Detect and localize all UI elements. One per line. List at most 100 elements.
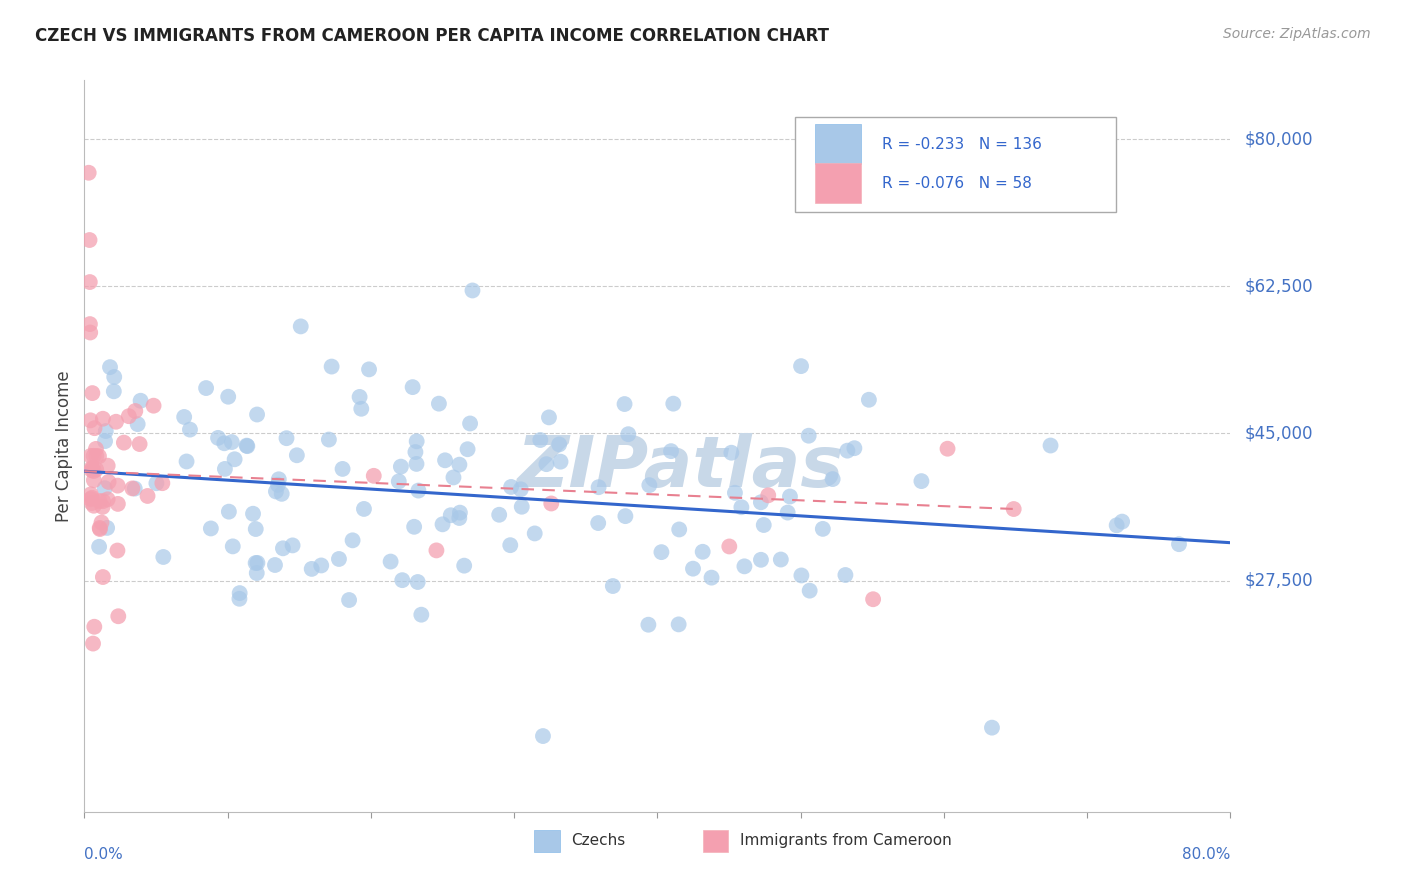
- Point: [342, 533, 364, 548]
- Point: [404, 520, 426, 534]
- Point: [550, 455, 572, 469]
- Point: [79, 326, 101, 340]
- Point: [136, 489, 159, 503]
- Point: [176, 454, 198, 468]
- Point: [83, 620, 105, 634]
- Point: [529, 433, 551, 447]
- Point: [129, 393, 152, 408]
- Point: [458, 417, 481, 431]
- Point: [112, 435, 135, 450]
- Point: [588, 480, 610, 494]
- Point: [142, 399, 165, 413]
- Point: [107, 609, 129, 624]
- Point: [79, 233, 101, 247]
- Bar: [815, 124, 862, 164]
- Point: [86, 449, 108, 463]
- Point: [692, 545, 714, 559]
- Point: [349, 390, 371, 404]
- Point: [107, 478, 129, 492]
- Point: [401, 380, 423, 394]
- Point: [790, 568, 813, 582]
- Point: [264, 558, 287, 572]
- Point: [103, 384, 125, 399]
- Point: [242, 507, 264, 521]
- Point: [82, 386, 104, 401]
- Point: [834, 568, 856, 582]
- Point: [432, 517, 454, 532]
- Bar: [815, 163, 862, 203]
- Text: Czechs: Czechs: [571, 833, 626, 847]
- Point: [531, 729, 554, 743]
- Point: [602, 579, 624, 593]
- Point: [799, 583, 821, 598]
- Point: [668, 617, 690, 632]
- Point: [270, 487, 292, 501]
- Point: [224, 452, 246, 467]
- Point: [405, 434, 427, 449]
- Point: [1105, 518, 1128, 533]
- Point: [80, 496, 103, 510]
- Point: [537, 410, 560, 425]
- Point: [389, 459, 412, 474]
- Text: $45,000: $45,000: [1244, 425, 1313, 442]
- Point: [453, 558, 475, 573]
- Point: [246, 556, 269, 570]
- Point: [910, 474, 932, 488]
- Point: [83, 421, 105, 435]
- Text: Immigrants from Cameroon: Immigrants from Cameroon: [740, 833, 952, 847]
- Point: [936, 442, 959, 456]
- Point: [756, 488, 779, 502]
- Point: [246, 566, 269, 580]
- Point: [749, 553, 772, 567]
- Point: [548, 437, 571, 451]
- Point: [350, 401, 373, 416]
- Point: [1002, 502, 1025, 516]
- Point: [811, 522, 834, 536]
- Point: [267, 472, 290, 486]
- Point: [91, 411, 114, 425]
- Text: ZIPatlas: ZIPatlas: [516, 434, 844, 502]
- Point: [380, 555, 402, 569]
- Point: [83, 464, 105, 478]
- Point: [730, 500, 752, 515]
- Point: [107, 497, 129, 511]
- Point: [510, 500, 533, 514]
- Point: [179, 423, 201, 437]
- Point: [276, 431, 298, 445]
- Point: [83, 499, 105, 513]
- Point: [214, 462, 236, 476]
- Point: [357, 362, 380, 376]
- Point: [127, 417, 149, 431]
- Point: [449, 511, 471, 525]
- Text: Source: ZipAtlas.com: Source: ZipAtlas.com: [1223, 27, 1371, 41]
- Point: [1111, 515, 1133, 529]
- Point: [91, 500, 114, 514]
- Text: CZECH VS IMMIGRANTS FROM CAMEROON PER CAPITA INCOME CORRELATION CHART: CZECH VS IMMIGRANTS FROM CAMEROON PER CA…: [35, 27, 830, 45]
- Point: [267, 478, 290, 492]
- Point: [749, 495, 772, 509]
- Point: [290, 319, 312, 334]
- Point: [353, 502, 375, 516]
- Point: [682, 562, 704, 576]
- Point: [228, 586, 250, 600]
- Point: [124, 404, 146, 418]
- Point: [281, 538, 304, 552]
- Point: [440, 508, 463, 523]
- Point: [720, 446, 742, 460]
- Point: [488, 508, 510, 522]
- Point: [509, 483, 531, 497]
- Point: [80, 463, 103, 477]
- Point: [105, 415, 128, 429]
- Point: [408, 483, 430, 498]
- Point: [150, 476, 173, 491]
- Point: [94, 434, 117, 449]
- Point: [118, 409, 141, 424]
- Point: [724, 485, 747, 500]
- Point: [235, 439, 257, 453]
- Point: [271, 541, 294, 556]
- Point: [662, 397, 685, 411]
- Text: R = -0.076   N = 58: R = -0.076 N = 58: [882, 176, 1032, 191]
- Point: [97, 458, 120, 473]
- Point: [404, 445, 426, 459]
- Point: [321, 359, 343, 374]
